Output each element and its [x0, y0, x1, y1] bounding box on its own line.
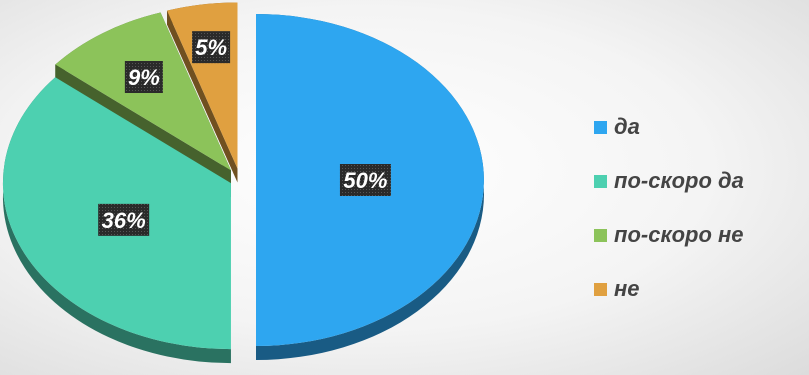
- data-label-box: [124, 61, 163, 94]
- data-label-box: [339, 164, 391, 196]
- data-label: 50%: [343, 168, 387, 193]
- legend-swatch: [594, 120, 607, 134]
- legend-swatch: [594, 282, 607, 296]
- pie-slice-edge: [55, 64, 232, 185]
- legend-swatch: [594, 228, 607, 242]
- legend-label: по-скоро да: [614, 168, 744, 193]
- data-label-box: [98, 203, 150, 236]
- legend-item: по-скоро не: [594, 208, 744, 262]
- data-label: 36%: [102, 208, 146, 233]
- legend-item: да: [594, 100, 744, 154]
- pie-slice-edge: [167, 10, 238, 183]
- legend-swatch: [594, 174, 607, 188]
- data-label-box: [192, 31, 231, 64]
- data-label: 9%: [128, 65, 160, 90]
- legend-label: по-скоро не: [614, 222, 744, 247]
- legend-item: не: [594, 262, 744, 316]
- data-label: 5%: [195, 35, 227, 60]
- legend-item: по-скоро да: [594, 154, 744, 208]
- legend-label: не: [614, 276, 640, 301]
- legend-label: да: [614, 114, 640, 139]
- legend: да по-скоро да по-скоро не не: [594, 100, 744, 316]
